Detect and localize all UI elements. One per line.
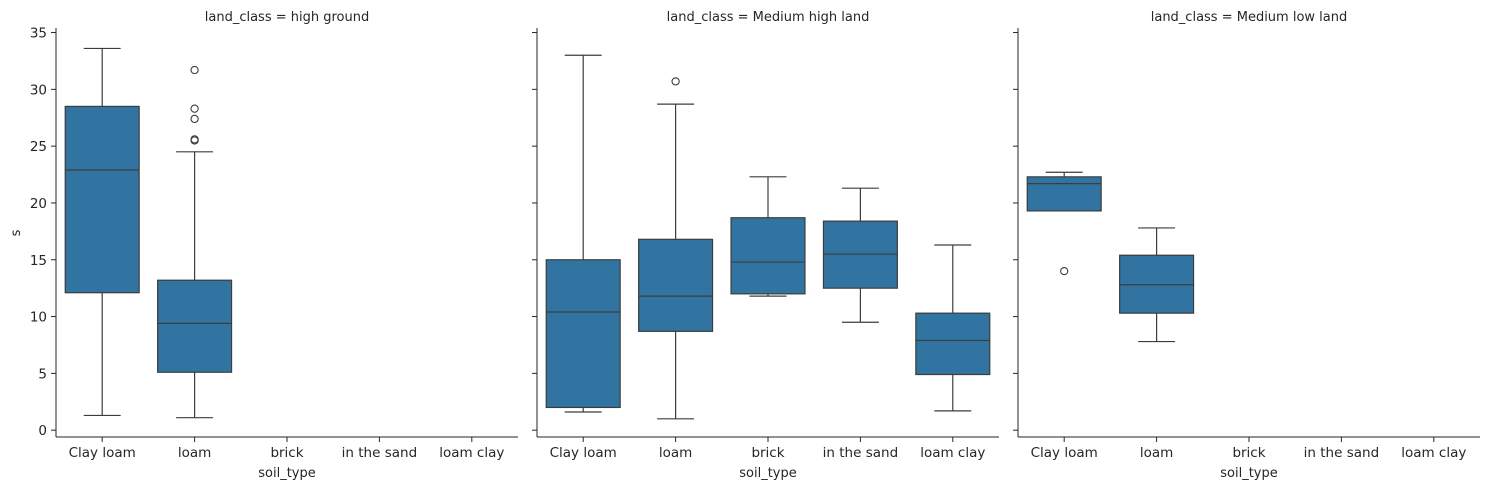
box-clay-loam bbox=[545, 54, 621, 413]
box-clay-loam bbox=[1026, 171, 1102, 276]
outlier-point bbox=[190, 135, 199, 144]
x-tick-label: in the sand bbox=[823, 445, 898, 461]
panel-title: land_class = Medium high land bbox=[667, 10, 870, 25]
x-tick-label: Clay loam bbox=[1031, 445, 1098, 461]
x-tick-label: Clay loam bbox=[69, 445, 136, 461]
x-axis-label: soil_type bbox=[258, 466, 316, 481]
y-tick-label: 10 bbox=[30, 310, 47, 326]
y-tick-label: 15 bbox=[30, 253, 47, 269]
box-loam bbox=[1119, 227, 1195, 343]
outlier-point bbox=[190, 114, 199, 124]
box-body bbox=[157, 279, 233, 373]
x-axis-label: soil_type bbox=[1220, 466, 1278, 481]
panel-title: land_class = Medium low land bbox=[1151, 10, 1348, 25]
outlier-point bbox=[1060, 266, 1069, 276]
outlier-point bbox=[190, 65, 199, 75]
panel-title: land_class = high ground bbox=[205, 10, 369, 25]
y-tick-label: 30 bbox=[30, 82, 47, 98]
box-brick bbox=[730, 176, 806, 297]
facet-panel-1: land_class = high ground 0 5 10 15 20 25 30 35 Cl… bbox=[30, 10, 518, 481]
y-tick-label: 35 bbox=[30, 26, 47, 42]
y-tick-label: 5 bbox=[38, 366, 47, 382]
box-body bbox=[1026, 176, 1102, 212]
x-tick-label: loam bbox=[1140, 445, 1173, 461]
outlier-point bbox=[671, 77, 680, 86]
x-tick-label: loam clay bbox=[439, 445, 504, 461]
x-tick-label: brick bbox=[751, 445, 784, 461]
x-tick-label: in the sand bbox=[342, 445, 417, 461]
y-tick-label: 20 bbox=[30, 196, 47, 212]
x-tick-label: loam bbox=[178, 445, 211, 461]
y-tick-label: 25 bbox=[30, 139, 47, 155]
box-loam bbox=[157, 65, 233, 419]
x-tick-label: Clay loam bbox=[550, 445, 617, 461]
x-tick-label: brick bbox=[1232, 445, 1265, 461]
box-body bbox=[730, 217, 806, 295]
x-tick-label: loam clay bbox=[920, 445, 985, 461]
outlier-point bbox=[190, 104, 199, 113]
y-tick-label: 0 bbox=[38, 423, 47, 439]
box-loam-clay bbox=[915, 244, 991, 412]
box-loam bbox=[638, 77, 714, 420]
box-body bbox=[545, 259, 621, 409]
facet-panel-3: land_class = Medium low land Clay loam loa… bbox=[1013, 10, 1480, 481]
box-body bbox=[915, 312, 991, 376]
x-tick-label: brick bbox=[270, 445, 303, 461]
box-body bbox=[64, 105, 140, 294]
x-tick-label: loam clay bbox=[1401, 445, 1466, 461]
facet-panel-2: land_class = Medium high land Clay loam lo… bbox=[532, 10, 999, 481]
x-tick-label: loam bbox=[659, 445, 692, 461]
box-clay-loam bbox=[64, 47, 140, 417]
box-body bbox=[638, 238, 714, 332]
x-tick-label: in the sand bbox=[1304, 445, 1379, 461]
y-axis-label: s bbox=[9, 229, 24, 236]
box-in-the-sand bbox=[822, 187, 898, 323]
x-axis-label: soil_type bbox=[739, 466, 797, 481]
